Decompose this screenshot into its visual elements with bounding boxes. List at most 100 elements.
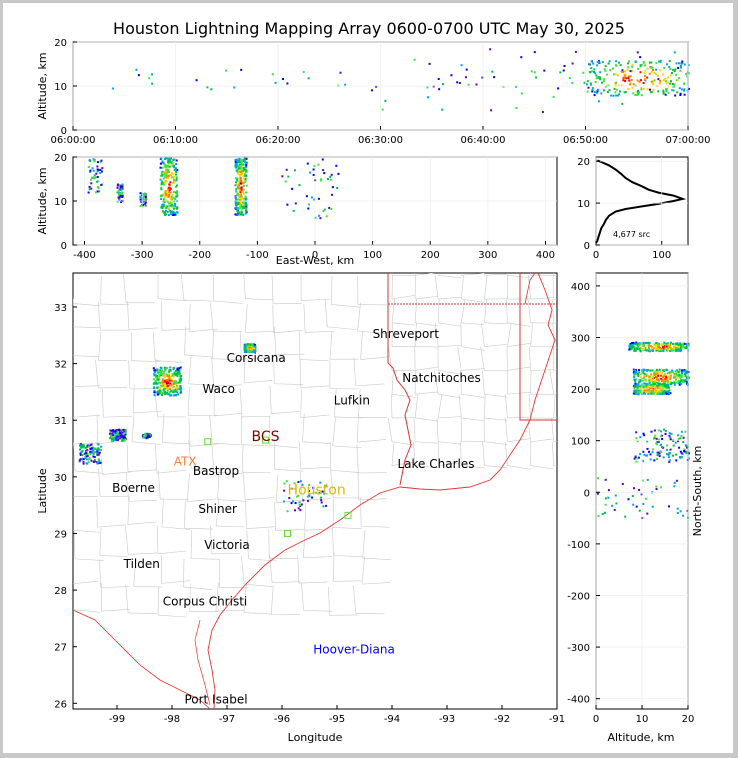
city-label: Shiner [198,502,237,516]
ew-altitude-source [166,157,169,160]
plan-map-source [174,370,177,372]
altitude-ns-source [632,372,635,375]
county-line [329,330,333,360]
altitude-ns-source [634,382,637,385]
ew-altitude-source [161,161,164,164]
county-line [154,360,184,364]
histogram-y-tick-label: 10 [577,199,590,210]
altitude-ns-source [657,454,659,456]
altitude-ns-source [669,376,672,379]
altitude-ns-source [677,371,680,374]
plan-map-source [299,480,302,483]
ew-altitude-source [117,191,120,194]
time-altitude-source [515,107,518,109]
plan-map-source [176,367,179,370]
map-basemap [73,273,557,709]
time-altitude-source [679,69,682,72]
altitude-ns-source [686,446,689,449]
county-line [211,444,215,473]
time-altitude-source [604,85,607,88]
altitude-ns-source [637,342,640,345]
plan-map-source [90,447,93,450]
ew-altitude-source [139,195,142,198]
ew-altitude-source [94,176,97,179]
altitude-ns-source [637,393,640,396]
altitude-ns-source [664,369,666,371]
county-line [245,331,274,333]
time-altitude-source [651,90,654,93]
county-line [242,471,246,500]
ew-altitude-source [312,174,315,176]
altitude-ns-source [644,348,646,351]
longitude-tick-label: -97 [219,714,235,725]
parish-line [438,370,462,375]
ew-altitude-source [165,180,168,183]
time-altitude-source [668,60,671,63]
time-altitude-source [636,51,639,54]
parish-line [460,273,462,276]
altitude-ns-source [642,392,645,395]
altitude-ns-source [656,372,659,375]
altitude-ns-source [679,342,682,345]
plan-map-source [174,373,177,375]
altitude-ns-source [657,392,660,395]
county-line [357,304,387,306]
ew-altitude-source [294,202,297,205]
time-altitude-source [615,94,618,97]
ew-altitude-source [294,169,296,172]
plan-map-source [175,394,178,396]
altitude-ns-source [638,386,641,389]
altitude-ns-source [675,378,677,381]
time-altitude-source [206,86,209,89]
ew-altitude-source [167,214,170,216]
ew-altitude-source [245,202,247,205]
parish-line [437,394,443,419]
plan-map-source [170,379,173,382]
altitude-ns-source [641,344,644,347]
altitude-histogram-line [595,159,687,244]
chart-title: Houston Lightning Mapping Array 0600-070… [113,19,625,38]
time-altitude-source [631,63,634,66]
ew-altitude-source [116,186,119,189]
plan-map-source [174,380,177,383]
ew-altitude-source [244,195,247,198]
ew-altitude-source [160,186,163,189]
city-label: Corpus Christi [163,594,248,608]
altitude-ns-source [633,371,635,373]
ew-altitude-source [173,158,176,161]
ew-altitude-source [172,213,174,216]
altitude-ns-source [651,451,654,454]
county-line [243,584,247,613]
time-altitude-source [678,77,681,80]
ew-altitude-source [235,213,238,216]
plan-map-source [85,452,88,455]
county-line [274,468,304,472]
county-line [240,388,243,417]
ew-altitude-source [174,203,177,205]
ew-altitude-source [322,169,325,172]
time-altitude-source [600,92,603,95]
ew-altitude-source [93,177,96,180]
plan-map-source [98,451,101,454]
county-line [157,586,160,616]
ew-altitude-source [165,165,168,168]
lma-station-marker [284,529,291,537]
plan-map-source [301,483,304,486]
time-altitude-source [667,91,670,94]
ew-altitude-source [245,191,247,194]
time-altitude-source [675,73,677,76]
plan-map-source [325,504,327,507]
ew-altitude-source [100,170,103,173]
altitude-ns-source [678,446,681,449]
time-altitude-source [683,63,686,66]
ew-altitude-source [239,191,242,194]
ew-altitude-source [159,162,162,165]
county-line [357,302,361,332]
plan-map-source [169,369,172,371]
altitude-ns-source [681,344,684,347]
parish-line [391,461,416,466]
time-altitude-source [603,89,606,92]
altitude-ns-source [648,450,650,453]
ew-altitude-source [175,167,177,170]
time-altitude-source [426,96,429,99]
